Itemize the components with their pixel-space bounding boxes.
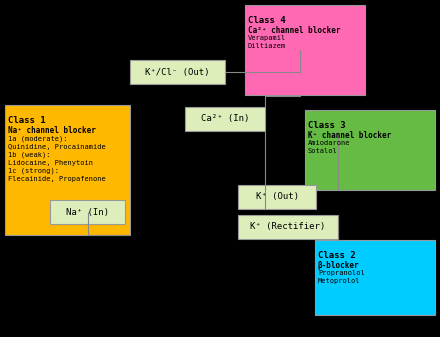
Text: Verapamil
Diltiazem: Verapamil Diltiazem (248, 35, 286, 49)
Text: Class 2: Class 2 (318, 251, 356, 260)
Bar (5, 105, 130, 235)
Text: Amiodarone
Sotalol: Amiodarone Sotalol (308, 140, 351, 154)
Bar (50, 200, 125, 224)
Bar (130, 60, 225, 84)
Text: Class 4: Class 4 (248, 16, 286, 25)
Bar (238, 215, 338, 239)
Text: K⁺/Cl⁻ (Out): K⁺/Cl⁻ (Out) (145, 67, 210, 76)
Text: K⁺ (Out): K⁺ (Out) (256, 192, 298, 202)
Text: K⁺ channel blocker: K⁺ channel blocker (308, 131, 391, 140)
Text: β-blocker: β-blocker (318, 261, 359, 270)
Text: Propranolol
Metoprolol: Propranolol Metoprolol (318, 270, 365, 284)
Text: Na⁺ channel blocker: Na⁺ channel blocker (8, 126, 96, 135)
Bar (185, 107, 265, 131)
Bar (238, 185, 316, 209)
Text: K⁺ (Rectifier): K⁺ (Rectifier) (250, 222, 326, 232)
Text: Ca²⁺ channel blocker: Ca²⁺ channel blocker (248, 26, 341, 35)
Bar (245, 5, 365, 95)
Text: 1a (moderate):
Quinidine, Procainamide
1b (weak):
Lidocaine, Phenytoin
1c (stron: 1a (moderate): Quinidine, Procainamide 1… (8, 135, 106, 183)
Text: Class 3: Class 3 (308, 121, 346, 130)
Text: Ca²⁺ (In): Ca²⁺ (In) (201, 115, 249, 123)
Bar (305, 110, 435, 190)
Text: Class 1: Class 1 (8, 116, 46, 125)
Bar (315, 240, 435, 315)
Text: Na⁺ (In): Na⁺ (In) (66, 208, 109, 216)
